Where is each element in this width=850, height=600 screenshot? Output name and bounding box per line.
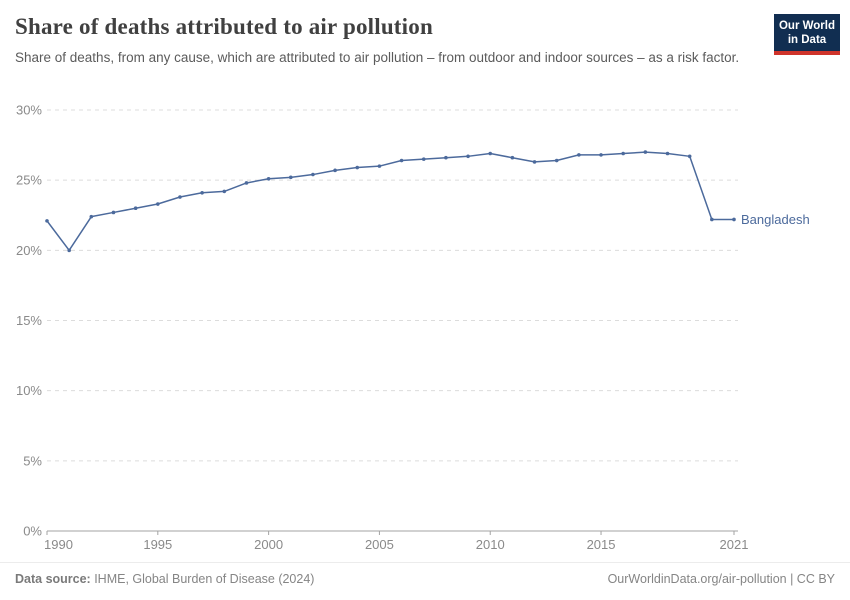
data-source-text: IHME, Global Burden of Disease (2024) xyxy=(90,572,315,586)
x-tick-label: 2015 xyxy=(587,537,616,552)
data-point xyxy=(156,202,160,206)
data-point xyxy=(710,217,714,222)
data-point xyxy=(111,210,116,215)
data-point xyxy=(510,155,515,160)
data-source-label: Data source: xyxy=(15,572,91,586)
y-gridlines xyxy=(47,109,738,532)
y-tick-label: 0% xyxy=(23,524,42,539)
data-point xyxy=(266,176,271,181)
data-points xyxy=(45,150,736,253)
series-entity-label: Bangladesh xyxy=(741,212,810,227)
y-tick-label: 10% xyxy=(16,383,42,398)
data-point xyxy=(45,219,49,223)
data-point xyxy=(133,206,138,211)
owid-logo: Our World in Data xyxy=(774,14,840,55)
chart-footer: Data source: IHME, Global Burden of Dise… xyxy=(0,562,850,586)
owid-logo-line1: Our World xyxy=(778,20,835,32)
data-point xyxy=(687,154,692,159)
data-point xyxy=(621,151,625,156)
data-point xyxy=(466,154,470,159)
x-tick-label: 2000 xyxy=(254,537,283,552)
data-source-note: Data source: IHME, Global Burden of Dise… xyxy=(15,572,314,586)
data-point xyxy=(288,175,293,180)
page-title: Share of deaths attributed to air pollut… xyxy=(15,14,433,39)
x-axis xyxy=(46,531,735,535)
data-point xyxy=(244,181,249,185)
x-tick-label: 1995 xyxy=(143,537,172,552)
data-point xyxy=(554,158,559,163)
data-point xyxy=(399,158,404,163)
x-tick-label: 1990 xyxy=(44,537,73,552)
data-point xyxy=(532,160,537,164)
y-tick-label: 20% xyxy=(16,243,42,258)
x-tick-label: 2005 xyxy=(365,537,394,552)
data-point xyxy=(222,189,227,194)
chart-header: Share of deaths attributed to air pollut… xyxy=(15,14,835,67)
data-point xyxy=(421,157,426,161)
data-point xyxy=(355,165,360,170)
owid-logo-line2: in Data xyxy=(787,34,827,46)
entity-label: Bangladesh xyxy=(741,212,810,227)
data-point xyxy=(89,214,94,219)
x-tick-label: 2021 xyxy=(720,537,749,552)
data-point xyxy=(333,168,337,173)
y-axis-labels: 0% 5% 10% 15% 20% 25% 30% xyxy=(16,103,42,539)
data-point xyxy=(488,151,493,156)
series-line xyxy=(46,151,734,252)
data-point xyxy=(200,190,204,195)
y-tick-label: 25% xyxy=(16,173,42,188)
data-point xyxy=(311,172,315,177)
data-point xyxy=(67,248,71,253)
x-axis-labels: 1990 1995 2000 2005 2010 2015 2021 xyxy=(44,537,748,552)
x-tick-label: 2010 xyxy=(476,537,505,552)
owid-url-link[interactable]: OurWorldinData.org/air-pollution | CC BY xyxy=(607,572,835,586)
data-point xyxy=(577,153,581,157)
page-subtitle: Share of deaths, from any cause, which a… xyxy=(15,50,740,65)
data-point xyxy=(643,150,648,154)
y-tick-label: 5% xyxy=(23,453,42,468)
y-tick-label: 15% xyxy=(16,313,42,328)
data-point xyxy=(732,217,736,222)
data-point xyxy=(665,151,670,156)
data-point xyxy=(599,153,603,157)
data-point xyxy=(178,195,182,199)
data-line xyxy=(46,151,734,252)
y-tick-label: 30% xyxy=(16,103,42,118)
data-point xyxy=(377,164,382,168)
data-point xyxy=(444,155,448,160)
